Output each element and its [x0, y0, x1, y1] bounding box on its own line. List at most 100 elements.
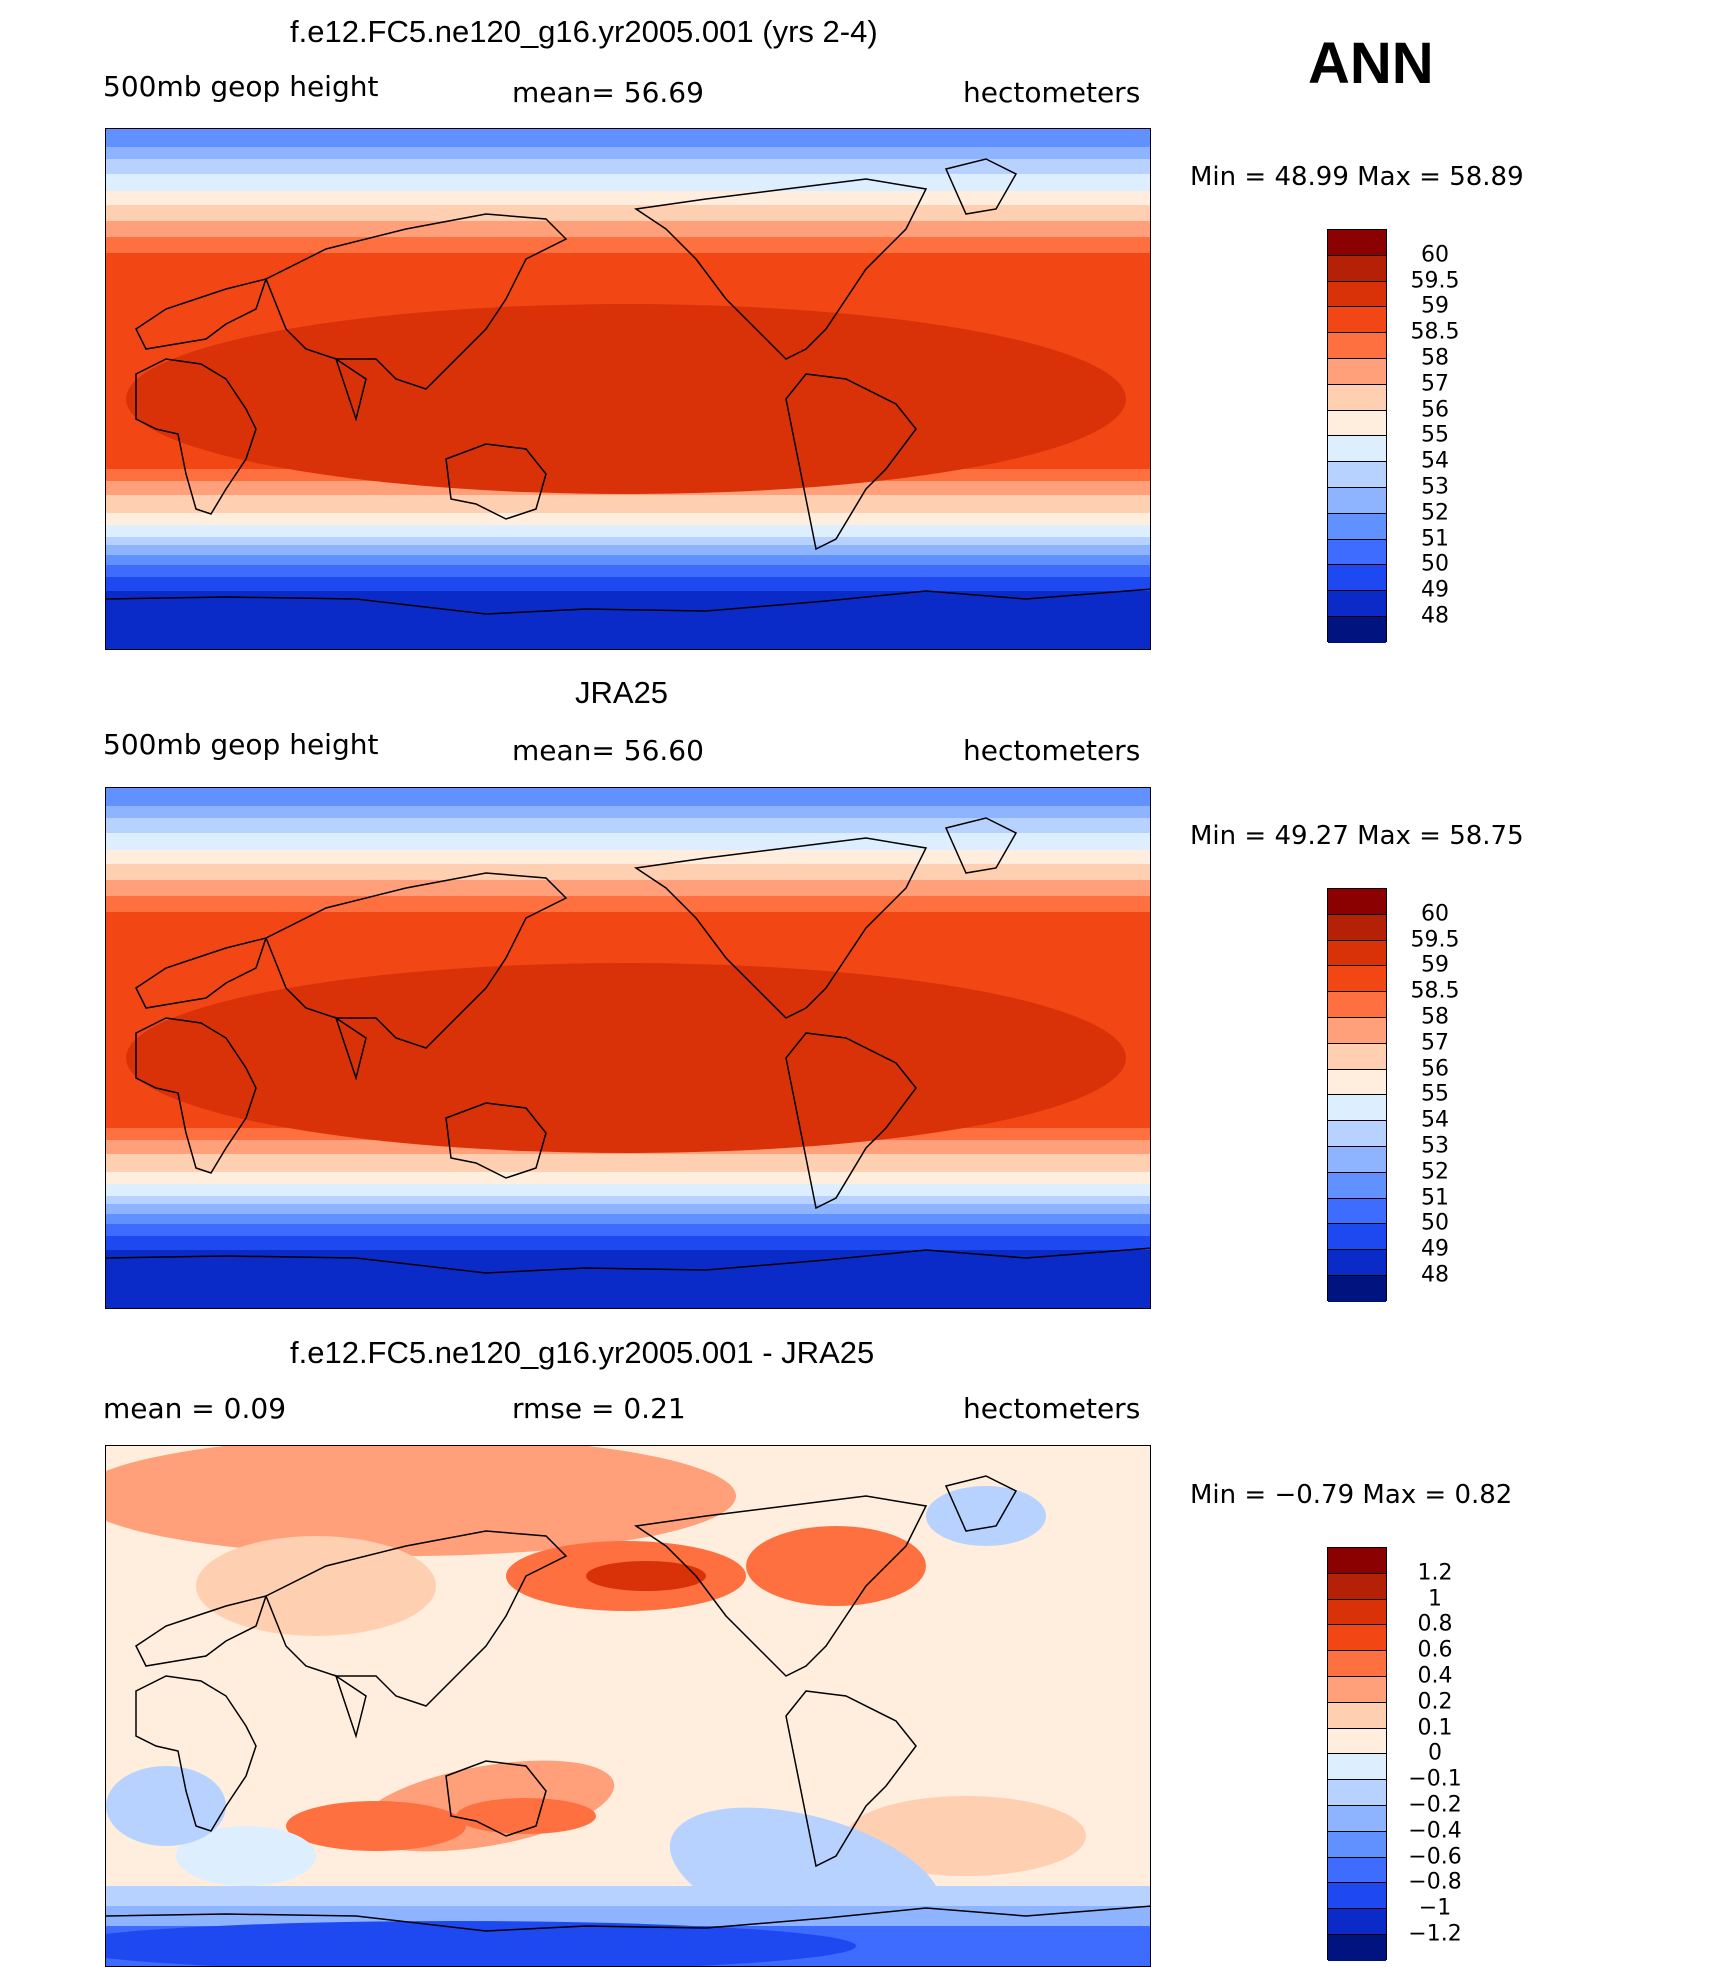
colorbar-swatch: [1328, 1754, 1386, 1781]
contour-band: [106, 205, 1150, 221]
colorbar-swatch: [1328, 281, 1386, 308]
contour-band: [106, 833, 1150, 850]
contour-band: [106, 1204, 1150, 1214]
colorbar-swatch: [1328, 889, 1386, 915]
coastline: [785, 1032, 917, 1210]
contour-band: [106, 159, 1150, 174]
colorbar-tick-label: 54: [1421, 1107, 1449, 1133]
contour-region: [586, 1561, 706, 1591]
coastline: [135, 936, 268, 1009]
colorbar-swatch: [1328, 487, 1386, 514]
panel-2-units-label: hectometers: [963, 734, 1141, 767]
coastline: [135, 1675, 257, 1832]
colorbar-swatch: [1328, 1676, 1386, 1703]
contour-band: [106, 806, 1150, 818]
colorbar-tick-label: 50: [1421, 551, 1449, 577]
panel-1-title: f.e12.FC5.ne120_g16.yr2005.001 (yrs 2-4): [290, 14, 878, 49]
colorbar-tick-label: 52: [1421, 500, 1449, 526]
colorbar-tick-label: 48: [1421, 603, 1449, 629]
colorbar-swatch: [1328, 1250, 1386, 1276]
coastline: [445, 1760, 547, 1837]
contour-band: [106, 912, 1150, 938]
coastline: [265, 872, 568, 1049]
contour-band: [106, 147, 1150, 159]
contour-region: [106, 1446, 736, 1556]
colorbar-tick-label: 49: [1421, 577, 1449, 603]
contour-band: [106, 1250, 1150, 1268]
contour-band: [106, 221, 1150, 237]
coastline: [445, 1102, 547, 1179]
contour-band: [106, 513, 1150, 525]
colorbar-tick-label: 57: [1421, 371, 1449, 397]
contour-band: [106, 1196, 1150, 1204]
coastline: [944, 1475, 1018, 1532]
coastline: [265, 1530, 568, 1707]
contour-region: [196, 1536, 436, 1636]
contour-region: [926, 1486, 1046, 1546]
colorbar-swatch: [1328, 230, 1386, 256]
colorbar-swatch: [1328, 358, 1386, 385]
colorbar-tick-label: −0.2: [1408, 1792, 1462, 1818]
colorbar-swatch: [1328, 1702, 1386, 1729]
colorbar-swatch: [1328, 1651, 1386, 1677]
contour-region: [286, 1801, 466, 1851]
panel-1-mean-label: mean= 56.69: [512, 76, 704, 109]
colorbar-swatch: [1328, 513, 1386, 540]
contour-region: [106, 1766, 226, 1846]
colorbar-tick-label: 48: [1421, 1262, 1449, 1288]
coastline: [106, 1247, 1150, 1274]
colorbar-swatch: [1328, 1043, 1386, 1070]
contour-band: [106, 788, 1150, 806]
colorbar-swatch: [1328, 1909, 1386, 1935]
coastline: [944, 158, 1018, 215]
contour-band: [106, 1886, 1150, 1906]
colorbar-swatch: [1328, 333, 1386, 359]
colorbar-tick-label: −1: [1418, 1895, 1452, 1921]
colorbar-swatch: [1328, 1599, 1386, 1626]
colorbar-tick-label: 60: [1421, 901, 1449, 927]
contour-band: [106, 525, 1150, 537]
contour-band: [106, 896, 1150, 912]
colorbar-swatch: [1328, 616, 1386, 643]
colorbar-tick-label: 52: [1421, 1159, 1449, 1185]
colorbar-tick-label: −0.1: [1408, 1766, 1462, 1792]
coastline: [633, 178, 928, 360]
coastline: [944, 817, 1018, 874]
colorbar-tick-label: 58.5: [1410, 978, 1460, 1004]
colorbar-tick-label: 51: [1421, 526, 1449, 552]
colorbar-tick-label: 0.2: [1417, 1689, 1453, 1715]
coastline: [633, 837, 928, 1019]
colorbar-swatch: [1328, 1883, 1386, 1910]
colorbar-swatch: [1328, 1857, 1386, 1884]
colorbar-swatch: [1328, 462, 1386, 488]
colorbar-swatch: [1328, 539, 1386, 566]
colorbar-swatch: [1328, 1146, 1386, 1173]
coastline: [106, 588, 1150, 615]
contour-band: [106, 565, 1150, 577]
colorbar-tick-label: 50: [1421, 1210, 1449, 1236]
colorbar-tick-label: −0.6: [1408, 1844, 1462, 1870]
colorbar-swatch: [1328, 1934, 1386, 1961]
panel-3-mean-label: mean = 0.09: [103, 1392, 287, 1425]
contour-band: [106, 1184, 1150, 1196]
panel-1-map: [105, 128, 1151, 650]
coastline: [445, 443, 547, 520]
colorbar-swatch: [1328, 384, 1386, 411]
panel-3-map: [105, 1445, 1151, 1967]
contour-band: [106, 818, 1150, 833]
contour-band: [106, 880, 1150, 896]
colorbar-tick-label: 59: [1421, 293, 1449, 319]
colorbar-tick-label: 57: [1421, 1030, 1449, 1056]
colorbar-tick-label: 56: [1421, 397, 1449, 423]
contour-band: [106, 577, 1150, 591]
panel-2-title: JRA25: [575, 675, 669, 710]
contour-band: [106, 191, 1150, 205]
colorbar-tick-label: 0.1: [1417, 1715, 1453, 1741]
colorbar-tick-label: 55: [1421, 1081, 1449, 1107]
contour-band: [106, 1224, 1150, 1236]
coastline: [135, 358, 257, 515]
contour-band: [106, 555, 1150, 565]
colorbar-swatch: [1328, 1121, 1386, 1147]
contour-band: [106, 237, 1150, 253]
colorbar-tick-label: 0: [1428, 1740, 1442, 1766]
